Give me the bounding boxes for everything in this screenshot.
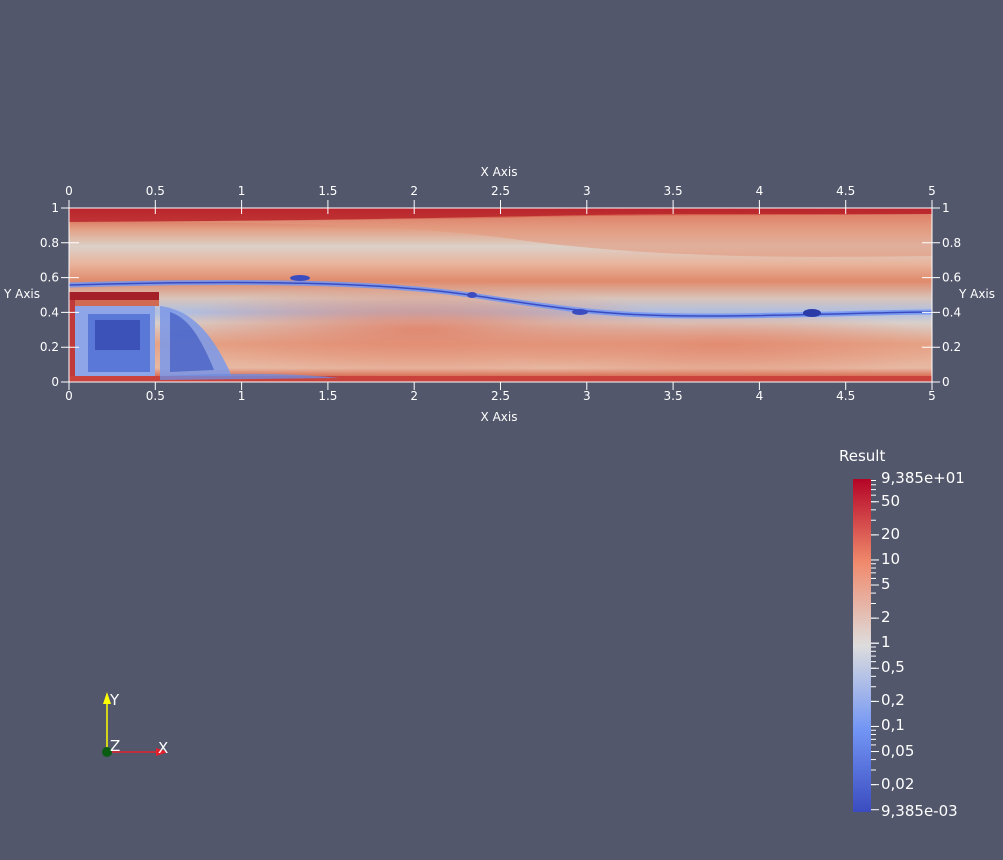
x-axis-title-top: X Axis bbox=[481, 165, 518, 179]
x-axis-title-bottom: X Axis bbox=[481, 410, 518, 424]
x-tick-label-bottom: 0 bbox=[65, 389, 73, 403]
orientation-x-arrow-icon bbox=[156, 748, 168, 756]
scalar-bar-max-label: 9,385e+01 bbox=[881, 469, 965, 487]
orientation-axes[interactable]: Y X Z bbox=[102, 691, 168, 757]
x-tick-label-top: 3 bbox=[583, 184, 591, 198]
orientation-z-label: Z bbox=[110, 737, 120, 755]
x-tick-label-bottom: 2 bbox=[410, 389, 418, 403]
scalar-bar-label: 10 bbox=[881, 549, 901, 568]
x-tick-label-top: 2.5 bbox=[491, 184, 510, 198]
scalar-bar-label: 50 bbox=[881, 491, 901, 510]
scalar-bar-label: 2 bbox=[881, 608, 891, 627]
y-tick-label-left: 0.4 bbox=[40, 305, 59, 319]
orientation-z-axis-icon bbox=[102, 747, 112, 757]
x-tick-label-bottom: 3 bbox=[583, 389, 591, 403]
scalar-field bbox=[69, 208, 932, 382]
scalar-bar-label: 5 bbox=[881, 575, 891, 594]
x-tick-label-bottom: 4.5 bbox=[836, 389, 855, 403]
x-tick-label-bottom: 3.5 bbox=[664, 389, 683, 403]
x-tick-label-top: 5 bbox=[928, 184, 936, 198]
cube-axes: 000.50.5111.51.5222.52.5333.53.5444.54.5… bbox=[40, 184, 961, 403]
y-tick-label-left: 0.6 bbox=[40, 271, 59, 285]
x-tick-label-top: 3.5 bbox=[664, 184, 683, 198]
x-tick-label-bottom: 1.5 bbox=[318, 389, 337, 403]
scalar-bar-label: 20 bbox=[881, 524, 901, 543]
x-tick-label-top: 1.5 bbox=[318, 184, 337, 198]
scalar-bar-label: 0,02 bbox=[881, 774, 915, 793]
scalar-bar-gradient bbox=[853, 479, 871, 812]
scalar-bar-label: 0,2 bbox=[881, 691, 905, 710]
x-tick-label-bottom: 2.5 bbox=[491, 389, 510, 403]
y-tick-label-right: 0 bbox=[942, 375, 950, 389]
y-tick-label-right: 0.2 bbox=[942, 340, 961, 354]
scalar-bar[interactable] bbox=[853, 479, 879, 812]
x-tick-label-top: 4 bbox=[756, 184, 764, 198]
scalar-bar-label: 0,1 bbox=[881, 716, 905, 735]
y-tick-label-right: 0.6 bbox=[942, 271, 961, 285]
scalar-bar-ticks bbox=[871, 480, 879, 811]
x-tick-label-top: 1 bbox=[238, 184, 246, 198]
scalar-bar-label: 0,5 bbox=[881, 658, 905, 677]
x-tick-label-top: 2 bbox=[410, 184, 418, 198]
orientation-y-arrow-icon bbox=[103, 692, 111, 704]
y-axis-title-left: Y Axis bbox=[3, 287, 40, 301]
x-tick-label-bottom: 0.5 bbox=[146, 389, 165, 403]
x-tick-label-top: 0 bbox=[65, 184, 73, 198]
y-tick-label-right: 0.8 bbox=[942, 236, 961, 250]
scalar-bar-label: 0,05 bbox=[881, 741, 915, 760]
x-tick-label-bottom: 5 bbox=[928, 389, 936, 403]
orientation-y-label: Y bbox=[109, 691, 120, 709]
scalar-bar-min-label: 9,385e-03 bbox=[881, 802, 958, 820]
x-tick-label-top: 4.5 bbox=[836, 184, 855, 198]
x-tick-label-bottom: 1 bbox=[238, 389, 246, 403]
orientation-x-label: X bbox=[158, 739, 168, 757]
y-tick-label-left: 0.2 bbox=[40, 340, 59, 354]
scalar-bar-title: Result bbox=[839, 447, 886, 465]
y-tick-label-left: 1 bbox=[51, 201, 59, 215]
y-tick-label-left: 0.8 bbox=[40, 236, 59, 250]
y-axis-title-right: Y Axis bbox=[958, 287, 995, 301]
y-tick-label-left: 0 bbox=[51, 375, 59, 389]
x-tick-label-bottom: 4 bbox=[756, 389, 764, 403]
x-tick-label-top: 0.5 bbox=[146, 184, 165, 198]
scalar-bar-label: 1 bbox=[881, 633, 891, 652]
y-tick-label-right: 1 bbox=[942, 201, 950, 215]
y-tick-label-right: 0.4 bbox=[942, 305, 961, 319]
